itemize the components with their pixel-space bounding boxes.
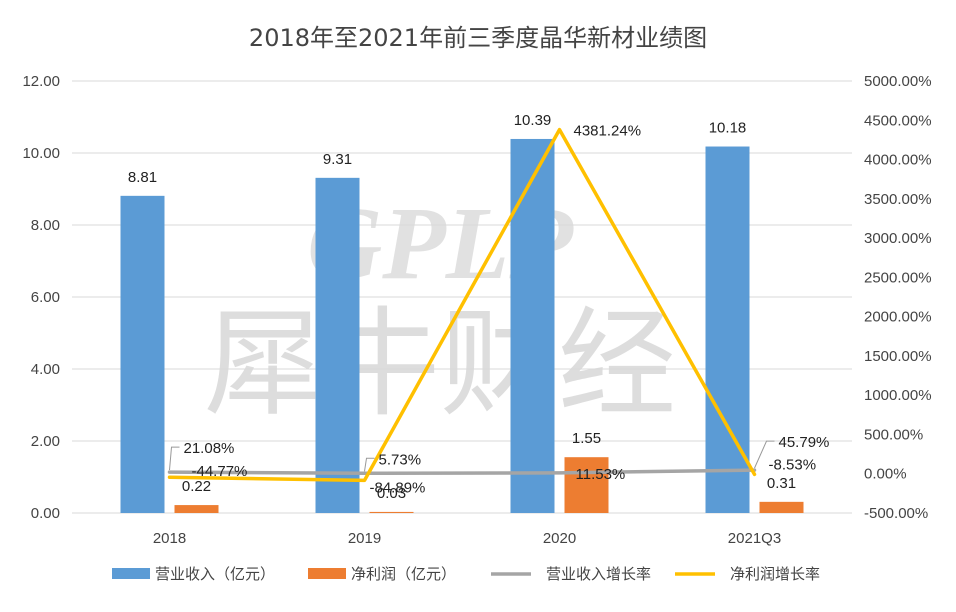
profit-growth-line [167, 127, 757, 483]
left-tick-label: 8.00 [31, 217, 60, 234]
chart-title: 2018年至2021年前三季度晶华新材业绩图 [249, 24, 707, 52]
profit-bar-label: 1.55 [572, 430, 601, 447]
legend-profit-swatch [308, 568, 346, 579]
revenue-bar-label: 10.18 [709, 120, 747, 137]
leader-line [754, 440, 775, 469]
revenue-bar-label: 10.39 [514, 112, 552, 129]
x-tick-label: 2021Q3 [728, 530, 781, 547]
watermark-chinese: 犀牛财经 [204, 295, 676, 433]
profit-growth-label: 4381.24% [574, 123, 642, 140]
right-tick-label: 1000.00% [864, 387, 932, 404]
left-tick-label: 4.00 [31, 361, 60, 378]
right-tick-label: 3000.00% [864, 230, 932, 247]
profit-bar [369, 511, 414, 513]
left-tick-label: 12.00 [22, 73, 60, 90]
data-labels: 8.81 9.31 10.39 10.18 0.22 0.03 1.55 0.31 21.08%… [128, 112, 829, 502]
revenue-growth-label: 45.79% [779, 434, 830, 451]
revenue-bar [510, 138, 555, 513]
profit-bar-label: 0.22 [182, 478, 211, 495]
revenue-growth-label: 11.53% [576, 466, 626, 483]
revenue-bar [315, 177, 360, 513]
x-tick-label: 2020 [543, 530, 576, 547]
profit-bar [174, 505, 219, 513]
left-tick-label: 0.00 [31, 505, 60, 522]
left-tick-label: 10.00 [22, 145, 60, 162]
right-tick-label: 3500.00% [864, 191, 932, 208]
right-tick-label: 5000.00% [864, 73, 932, 90]
profit-bar [759, 501, 804, 513]
watermark: GPLP 犀牛财经 [204, 186, 676, 433]
revenue-growth-line [167, 468, 757, 476]
right-tick-label: 0.00% [864, 466, 907, 483]
revenue-bar [120, 195, 165, 513]
x-tick-label: 2019 [348, 530, 381, 547]
right-tick-label: 2000.00% [864, 309, 932, 326]
right-tick-label: 1500.00% [864, 348, 932, 365]
legend-revenue-label: 营业收入（亿元） [155, 565, 275, 583]
legend-profit-growth-label: 净利润增长率 [730, 565, 820, 583]
profit-growth-label: -84.89% [370, 479, 426, 496]
right-tick-label: 2500.00% [864, 269, 932, 286]
profit-bar [564, 457, 609, 513]
legend-revenue-growth-label: 营业收入增长率 [546, 565, 651, 583]
right-tick-label: -500.00% [864, 505, 928, 522]
left-tick-label: 6.00 [31, 289, 60, 306]
legend-profit-label: 净利润（亿元） [351, 565, 456, 583]
legend-revenue-swatch [112, 568, 150, 579]
revenue-growth-label: 5.73% [379, 451, 422, 468]
right-tick-label: 4000.00% [864, 152, 932, 169]
revenue-bar-label: 8.81 [128, 169, 157, 186]
right-tick-label: 4500.00% [864, 112, 932, 129]
legend: 营业收入（亿元） 净利润（亿元） 营业收入增长率 净利润增长率 [112, 565, 820, 583]
revenue-growth-label: 21.08% [184, 440, 235, 457]
profit-bar-label: 0.03 [377, 485, 406, 502]
left-axis: 0.00 2.00 4.00 6.00 8.00 10.00 12.00 [22, 73, 60, 522]
profit-growth-label: -44.77% [192, 463, 248, 480]
left-tick-label: 2.00 [31, 433, 60, 450]
revenue-bar [705, 146, 750, 513]
profit-growth-label: -8.53% [769, 456, 817, 473]
leader-line [364, 457, 375, 472]
x-axis: 2018 2019 2020 2021Q3 [153, 530, 781, 547]
right-tick-label: 500.00% [864, 426, 923, 443]
revenue-bar-label: 9.31 [323, 151, 352, 168]
x-tick-label: 2018 [153, 530, 186, 547]
leader-line [169, 446, 180, 471]
lines [167, 127, 757, 483]
right-axis: -500.00% 0.00% 500.00% 1000.00% 1500.00% 2000… [864, 73, 932, 522]
callouts [169, 440, 775, 472]
profit-bar-label: 0.31 [767, 475, 796, 492]
